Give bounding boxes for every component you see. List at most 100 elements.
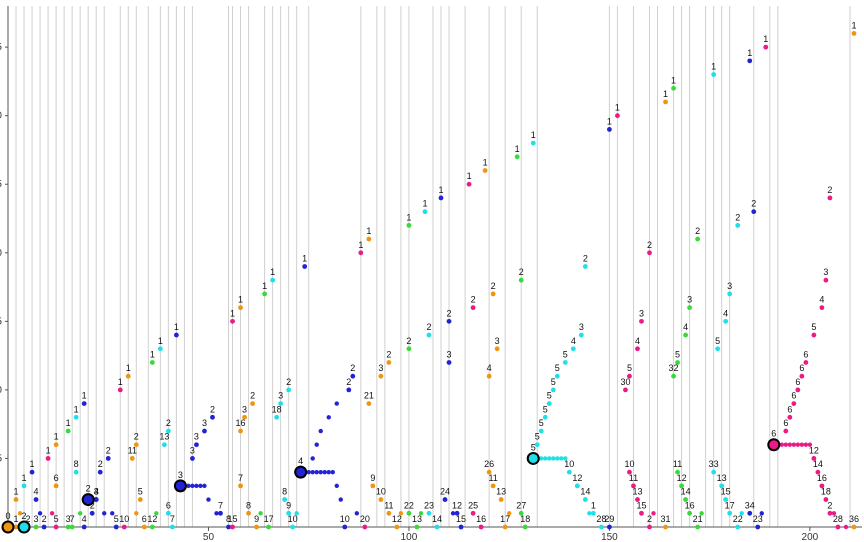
- data-point: [811, 456, 817, 461]
- point-label: 13: [159, 432, 169, 442]
- data-point: [190, 483, 195, 489]
- data-point: [165, 428, 171, 434]
- data-point: [747, 510, 753, 516]
- point-label: 4: [635, 336, 640, 346]
- data-point: [302, 264, 308, 269]
- point-label: 17: [725, 500, 735, 510]
- data-point: [627, 469, 632, 475]
- data-point: [647, 250, 652, 256]
- data-point: [314, 442, 319, 447]
- data-point: [102, 511, 107, 516]
- data-point: [819, 483, 825, 489]
- data-point: [366, 401, 372, 407]
- data-point: [13, 497, 19, 502]
- data-point: [639, 510, 644, 516]
- y-tick-label: 20: [0, 248, 2, 259]
- data-point: [186, 483, 191, 489]
- data-point: [330, 469, 335, 475]
- data-point: [350, 373, 356, 379]
- point-label: 2: [827, 185, 832, 195]
- data-point: [735, 524, 741, 530]
- data-point: [154, 511, 159, 516]
- data-point: [783, 428, 789, 434]
- data-point: [506, 511, 512, 516]
- point-label: 1: [711, 62, 716, 72]
- data-point: [823, 277, 829, 283]
- point-label: 1: [515, 144, 520, 154]
- data-point: [81, 401, 87, 407]
- point-label: 18: [272, 404, 282, 414]
- point-label: 4: [82, 514, 87, 524]
- data-point: [414, 524, 420, 530]
- point-label: 3: [66, 514, 71, 524]
- data-point: [827, 510, 833, 516]
- data-point: [827, 195, 833, 201]
- point-label: 2: [827, 500, 832, 510]
- point-label: 14: [813, 459, 823, 469]
- point-label: 2: [647, 514, 652, 524]
- data-point: [727, 291, 733, 297]
- point-label: 1: [174, 322, 179, 332]
- data-point: [719, 483, 725, 489]
- data-point: [514, 154, 520, 160]
- vertical-grid-lines: [15, 6, 851, 527]
- point-label: 12: [677, 473, 687, 483]
- data-point: [266, 524, 272, 530]
- point-label: 1: [483, 158, 488, 168]
- point-label: 5: [138, 487, 143, 497]
- point-label: 1: [763, 34, 768, 44]
- data-point: [134, 511, 139, 516]
- data-point: [422, 209, 428, 215]
- point-label: 5: [627, 363, 632, 373]
- large-marker: [528, 453, 538, 463]
- data-point: [851, 524, 857, 530]
- point-label: 2: [647, 240, 652, 250]
- data-point: [711, 469, 717, 475]
- data-point: [803, 442, 809, 447]
- data-point: [538, 428, 544, 434]
- point-label: 18: [821, 487, 831, 497]
- y-tick-label: 5: [0, 453, 2, 464]
- point-label: 15: [636, 500, 646, 510]
- data-point: [623, 387, 628, 393]
- point-label: 1: [615, 103, 620, 113]
- point-label: 12: [572, 473, 582, 483]
- large-marker-label: 5: [531, 442, 536, 452]
- data-point: [470, 510, 476, 516]
- point-label: 2: [491, 281, 496, 291]
- data-point: [530, 140, 536, 146]
- data-point: [454, 510, 460, 516]
- point-label: 12: [452, 500, 462, 510]
- point-label: 16: [685, 500, 695, 510]
- data-point: [687, 305, 692, 311]
- data-point: [69, 524, 75, 530]
- point-label: 6: [799, 363, 804, 373]
- data-point: [539, 456, 544, 461]
- data-point: [607, 126, 612, 132]
- point-label: 13: [496, 487, 506, 497]
- data-point: [406, 222, 412, 228]
- point-label: 3: [278, 391, 283, 401]
- point-label: 2: [583, 254, 588, 264]
- point-label: 9: [286, 500, 291, 510]
- point-label: 15: [456, 514, 466, 524]
- data-point: [607, 524, 612, 530]
- y-tick-label: 10: [0, 385, 2, 396]
- data-point: [173, 332, 179, 338]
- point-label: 5: [539, 418, 544, 428]
- point-label: 4: [94, 487, 99, 497]
- data-point: [735, 222, 741, 228]
- data-point: [663, 524, 668, 530]
- data-point: [206, 497, 211, 502]
- data-point: [727, 510, 733, 516]
- point-label: 5: [675, 349, 680, 359]
- data-point: [202, 428, 207, 434]
- data-point: [663, 99, 668, 105]
- data-point: [426, 510, 432, 516]
- data-point: [81, 524, 87, 530]
- data-point: [546, 401, 552, 407]
- data-point: [551, 456, 556, 461]
- data-point: [574, 483, 580, 489]
- large-marker: [3, 522, 13, 532]
- data-point: [779, 442, 785, 447]
